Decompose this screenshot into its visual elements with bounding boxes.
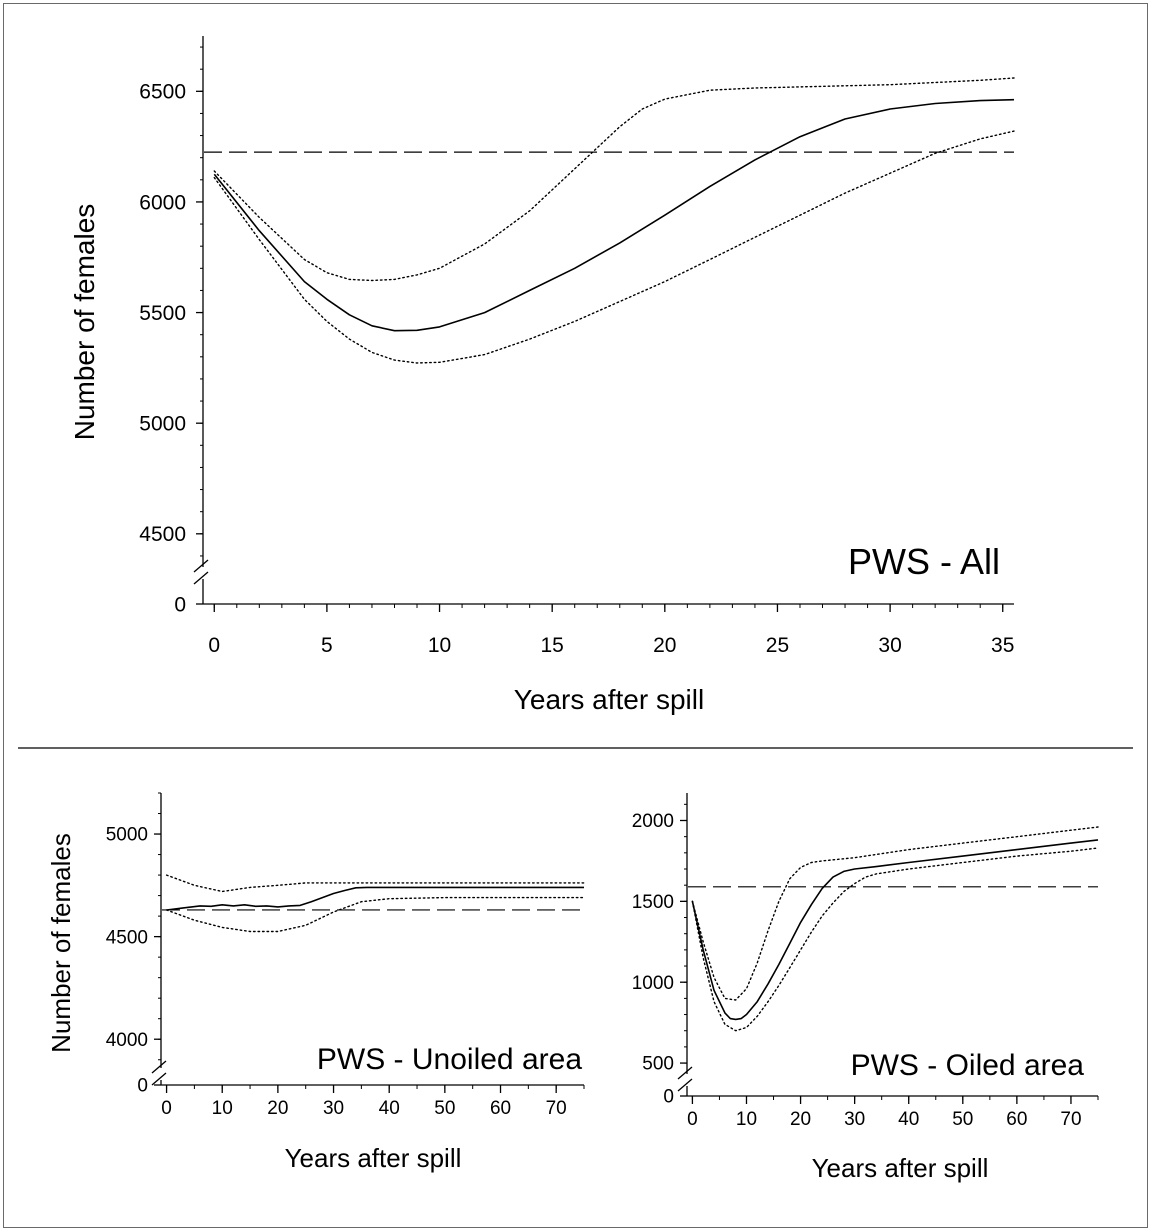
x-tick-label: 0 — [161, 1098, 172, 1119]
panel-pws-oiled: Years after spill PWS - Oiled area 05001… — [632, 793, 1099, 1183]
y-tick-label: 0 — [663, 1087, 674, 1108]
series-line-lower — [213, 130, 1015, 364]
x-tick-label: 30 — [878, 634, 901, 657]
series-line-upper — [213, 77, 1015, 282]
x-tick-label: 5 — [321, 634, 333, 657]
axis-break-mark — [193, 571, 209, 585]
panel-annotation: PWS - Unoiled area — [317, 1043, 582, 1076]
x-axis-title: Years after spill — [285, 1143, 462, 1173]
x-tick-label: 70 — [546, 1098, 567, 1119]
y-tick-label: 0 — [137, 1076, 148, 1097]
series-line-lower — [165, 896, 585, 933]
x-tick-label: 40 — [898, 1109, 919, 1130]
x-tick-label: 70 — [1060, 1109, 1081, 1130]
y-tick-label: 2000 — [632, 811, 674, 832]
x-tick-label: 50 — [952, 1109, 973, 1130]
y-tick-label: 4500 — [106, 927, 148, 948]
x-tick-label: 25 — [766, 634, 789, 657]
y-tick-label: 0 — [174, 593, 186, 616]
y-tick-label: 6000 — [139, 191, 186, 214]
y-tick-label: 5000 — [139, 413, 186, 436]
y-tick-label: 1500 — [632, 892, 674, 913]
series-line-upper — [691, 826, 1099, 1001]
y-tick-label: 5000 — [106, 825, 148, 846]
x-tick-label: 30 — [323, 1098, 344, 1119]
y-tick-label: 6500 — [139, 81, 186, 104]
x-tick-label: 35 — [991, 634, 1014, 657]
y-tick-label: 500 — [642, 1054, 674, 1075]
panel-annotation: PWS - All — [848, 541, 1000, 582]
series-line-mean — [691, 839, 1099, 1021]
x-axis-title: Years after spill — [514, 684, 704, 715]
y-tick-label: 1000 — [632, 973, 674, 994]
x-tick-label: 15 — [541, 634, 564, 657]
axis-break-mark — [193, 559, 209, 573]
x-tick-label: 30 — [844, 1109, 865, 1130]
x-axis-title: Years after spill — [812, 1153, 989, 1183]
axis-break-mark — [151, 1072, 167, 1086]
x-tick-label: 20 — [790, 1109, 811, 1130]
x-tick-label: 50 — [434, 1098, 455, 1119]
y-axis-title: Number of females — [46, 833, 76, 1053]
figure-frame — [3, 3, 1148, 1228]
series-line-upper — [165, 874, 585, 893]
series-line-lower — [691, 847, 1099, 1032]
x-tick-label: 20 — [653, 634, 676, 657]
series-line-mean — [166, 886, 584, 911]
series-line-mean — [213, 98, 1015, 332]
x-tick-label: 10 — [428, 634, 451, 657]
axis-break-mark — [677, 1066, 693, 1080]
y-tick-label: 5500 — [139, 302, 186, 325]
x-tick-label: 10 — [736, 1109, 757, 1130]
axis-break-mark — [151, 1060, 167, 1074]
x-tick-label: 60 — [1006, 1109, 1027, 1130]
x-tick-label: 40 — [379, 1098, 400, 1119]
x-tick-label: 0 — [687, 1109, 698, 1130]
x-tick-label: 0 — [208, 634, 220, 657]
panel-pws-unoiled: Number of females Years after spill PWS … — [46, 792, 585, 1173]
axis-break-mark — [677, 1078, 693, 1092]
panel-pws-all: Number of females Years after spill PWS … — [69, 36, 1015, 715]
x-tick-label: 20 — [267, 1098, 288, 1119]
panel-annotation: PWS - Oiled area — [851, 1049, 1085, 1082]
y-axis-title: Number of females — [69, 204, 100, 441]
x-tick-label: 60 — [490, 1098, 511, 1119]
y-tick-label: 4500 — [139, 523, 186, 546]
y-tick-label: 4000 — [106, 1030, 148, 1051]
x-tick-label: 10 — [212, 1098, 233, 1119]
